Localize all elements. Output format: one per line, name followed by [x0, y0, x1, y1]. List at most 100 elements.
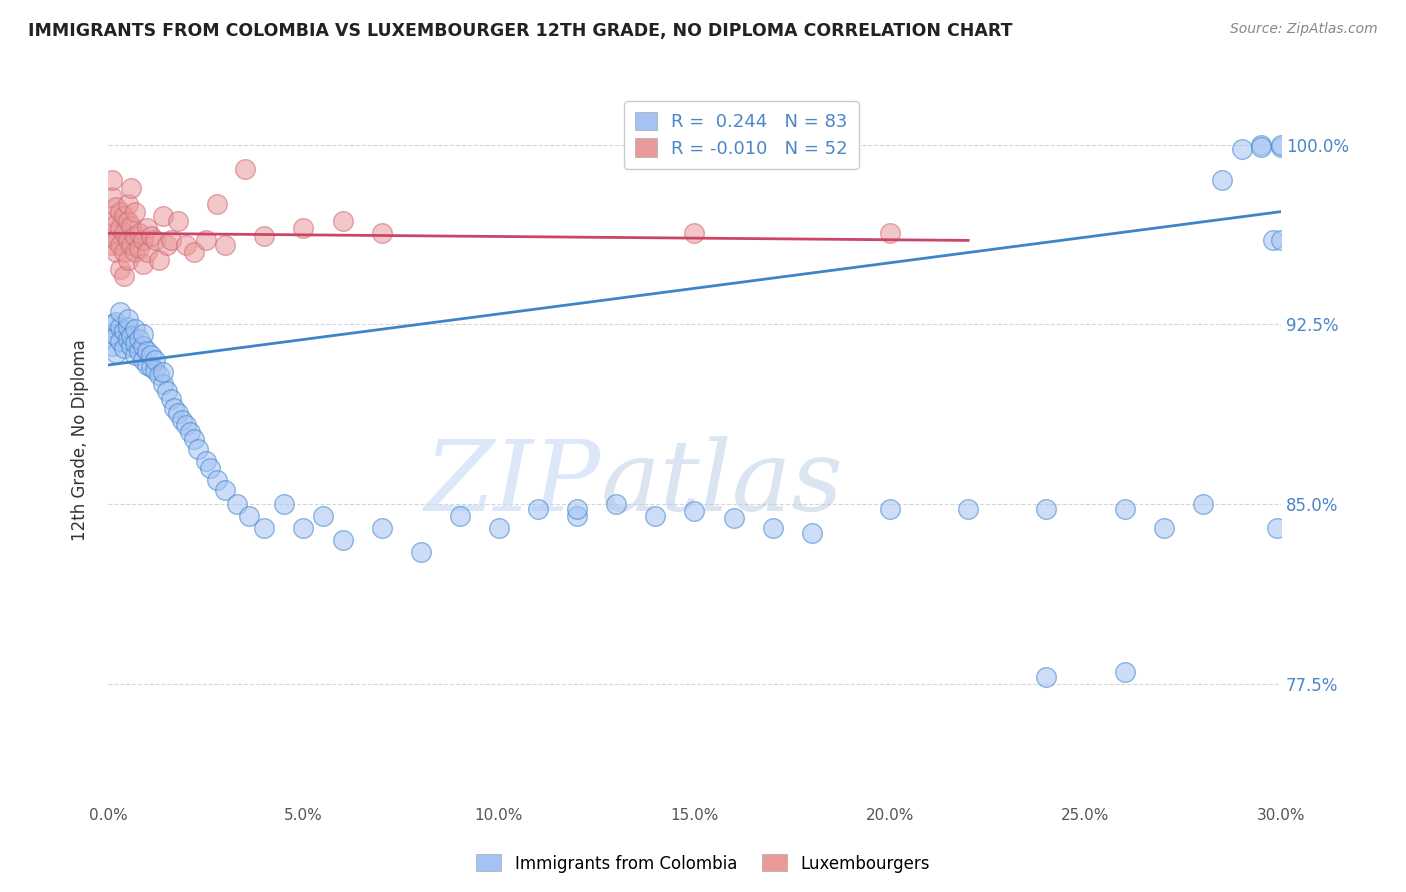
Point [183, 245, 205, 260]
Point [124, 228, 146, 243]
Point [152, 210, 174, 224]
Point [214, 238, 236, 252]
Point [163, 401, 186, 416]
Point [1035, 501, 1057, 516]
Point [112, 325, 135, 339]
Point [1035, 670, 1057, 684]
Point [159, 392, 181, 406]
Point [104, 217, 127, 231]
Point [214, 483, 236, 497]
Point [1153, 521, 1175, 535]
Point [167, 406, 190, 420]
Y-axis label: 12th Grade, No Diploma: 12th Grade, No Diploma [72, 340, 89, 541]
Point [207, 197, 229, 211]
Point [174, 238, 197, 252]
Point [128, 241, 150, 255]
Point [132, 234, 155, 248]
Point [128, 343, 150, 358]
Point [1230, 142, 1253, 156]
Point [104, 346, 127, 360]
Point [101, 238, 124, 252]
Point [112, 341, 135, 355]
Point [120, 238, 142, 252]
Point [1250, 140, 1272, 154]
Point [488, 521, 510, 535]
Point [132, 257, 155, 271]
Point [957, 501, 980, 516]
Point [108, 221, 131, 235]
Legend: R =  0.244   N = 83, R = -0.010   N = 52: R = 0.244 N = 83, R = -0.010 N = 52 [624, 101, 859, 169]
Point [723, 511, 745, 525]
Point [117, 332, 139, 346]
Point [120, 329, 142, 343]
Point [117, 252, 139, 267]
Point [132, 353, 155, 368]
Point [124, 204, 146, 219]
Point [132, 339, 155, 353]
Point [172, 413, 194, 427]
Point [112, 226, 135, 240]
Point [143, 353, 166, 368]
Point [148, 368, 170, 382]
Point [1114, 665, 1136, 679]
Point [117, 234, 139, 248]
Point [143, 363, 166, 377]
Point [292, 521, 315, 535]
Point [762, 521, 785, 535]
Point [1263, 234, 1285, 248]
Point [139, 348, 162, 362]
Point [108, 334, 131, 348]
Point [1265, 521, 1288, 535]
Point [567, 509, 589, 524]
Point [139, 360, 162, 375]
Point [253, 521, 276, 535]
Point [101, 318, 124, 332]
Point [332, 214, 354, 228]
Point [605, 497, 627, 511]
Point [112, 245, 135, 260]
Point [128, 226, 150, 240]
Legend: Immigrants from Colombia, Luxembourgers: Immigrants from Colombia, Luxembourgers [470, 847, 936, 880]
Point [156, 238, 179, 252]
Point [1191, 497, 1213, 511]
Point [683, 226, 706, 240]
Point [128, 332, 150, 346]
Point [101, 326, 124, 341]
Point [112, 210, 135, 224]
Point [136, 221, 159, 235]
Point [152, 377, 174, 392]
Point [1250, 137, 1272, 152]
Point [104, 329, 127, 343]
Point [117, 197, 139, 211]
Point [120, 180, 142, 194]
Point [104, 315, 127, 329]
Text: Source: ZipAtlas.com: Source: ZipAtlas.com [1230, 22, 1378, 37]
Point [104, 245, 127, 260]
Point [120, 219, 142, 233]
Text: atlas: atlas [600, 436, 844, 532]
Point [174, 417, 197, 432]
Point [101, 339, 124, 353]
Point [136, 245, 159, 260]
Point [1270, 140, 1292, 154]
Point [132, 326, 155, 341]
Point [120, 339, 142, 353]
Point [194, 234, 217, 248]
Point [449, 509, 471, 524]
Point [108, 238, 131, 252]
Point [183, 433, 205, 447]
Point [117, 312, 139, 326]
Point [273, 497, 295, 511]
Point [156, 384, 179, 399]
Point [108, 262, 131, 277]
Point [332, 533, 354, 547]
Point [198, 461, 221, 475]
Point [253, 228, 276, 243]
Point [370, 521, 392, 535]
Point [683, 504, 706, 518]
Point [409, 545, 432, 559]
Point [527, 501, 550, 516]
Point [101, 226, 124, 240]
Point [879, 226, 901, 240]
Point [148, 252, 170, 267]
